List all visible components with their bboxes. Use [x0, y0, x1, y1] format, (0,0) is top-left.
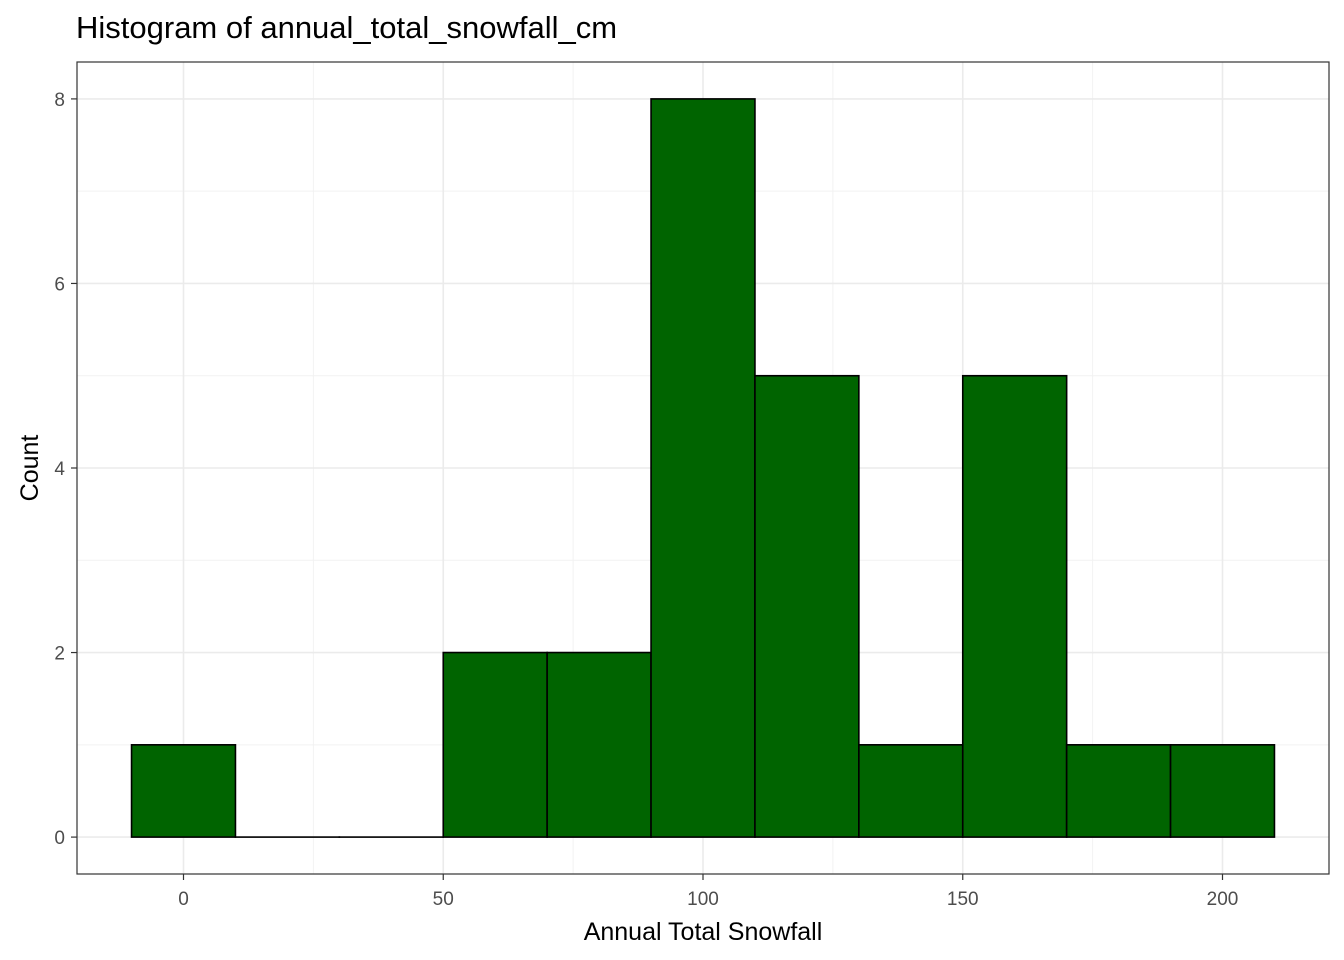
y-tick-label: 4 — [54, 459, 65, 480]
x-tick-label: 50 — [433, 889, 454, 910]
histogram-bar-4 — [546, 651, 652, 838]
x-axis: 0 50 100 150 200 — [178, 874, 1238, 910]
y-tick-label: 0 — [54, 828, 65, 849]
histogram-bar-0 — [130, 744, 237, 838]
histogram-bars — [130, 98, 1276, 838]
histogram-bar-6 — [754, 374, 860, 838]
chart-title: Histogram of annual_total_snowfall_cm — [76, 10, 618, 45]
x-tick-label: 200 — [1207, 889, 1239, 910]
x-tick-label: 150 — [947, 889, 979, 910]
y-axis-title: Count — [16, 435, 44, 502]
y-tick-label: 6 — [54, 274, 65, 295]
x-axis-title: Annual Total Snowfall — [584, 918, 823, 946]
x-tick-label: 0 — [178, 889, 189, 910]
y-tick-label: 8 — [54, 90, 65, 111]
histogram-bar-7 — [858, 744, 964, 838]
y-axis: 0 2 4 6 8 — [54, 90, 77, 849]
x-tick-label: 100 — [687, 889, 719, 910]
histogram-bar-5 — [650, 98, 756, 838]
histogram-bar-3 — [442, 651, 548, 838]
y-tick-label: 2 — [54, 644, 65, 665]
histogram-bar-9 — [1065, 744, 1172, 838]
histogram-bar-10 — [1169, 744, 1276, 838]
histogram-bar-8 — [961, 374, 1068, 838]
